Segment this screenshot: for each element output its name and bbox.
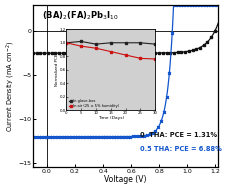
X-axis label: Voltage (V): Voltage (V) xyxy=(104,175,146,184)
Text: 0  THA: PCE = 1.31%: 0 THA: PCE = 1.31% xyxy=(140,132,217,138)
Y-axis label: Current Density (mA cm$^{-2}$): Current Density (mA cm$^{-2}$) xyxy=(5,40,17,132)
Text: 0.5 THA: PCE = 6.88%: 0.5 THA: PCE = 6.88% xyxy=(140,146,221,152)
Text: (BA)$_2$(FA)$_2$Pb$_3$I$_{10}$: (BA)$_2$(FA)$_2$Pb$_3$I$_{10}$ xyxy=(42,10,119,22)
